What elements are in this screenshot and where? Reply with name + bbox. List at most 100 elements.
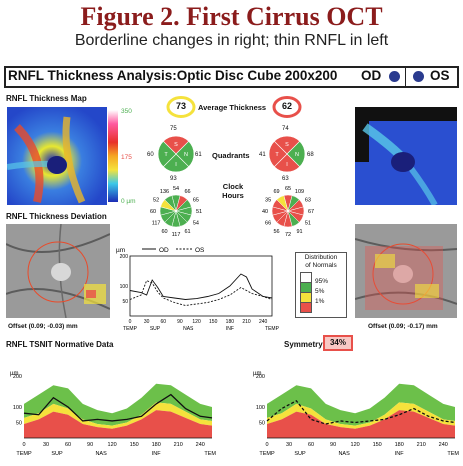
report-header-frame — [4, 66, 459, 88]
od-tsnit-x-tick: 180 — [152, 442, 161, 448]
od-tsnit-x-tick: 210 — [174, 442, 183, 448]
average-thickness-label: Average Thickness — [198, 103, 267, 112]
od-clock-value: 117 — [172, 232, 181, 238]
od-clock-value: 60 — [161, 229, 167, 235]
od-clock-value: 61 — [184, 229, 190, 235]
comparison-unit-label: µm — [116, 247, 125, 254]
os-band-borderline — [267, 402, 455, 429]
scale-top-label: 350 — [121, 108, 132, 115]
symmetry-value: 34% — [323, 335, 353, 351]
od-band-normal — [24, 383, 212, 426]
os-tsnit-x-tick: 180 — [395, 442, 404, 448]
os-average-value: 62 — [281, 101, 292, 111]
svg-text:S: S — [285, 142, 289, 148]
od-label: OD — [361, 68, 382, 83]
comparison-region-label: TEMP — [123, 326, 138, 332]
od-tsnit-region-label: TEMP — [204, 451, 216, 457]
legend-item-95: 95% — [315, 278, 329, 285]
comparison-od-legend: OD — [159, 247, 169, 254]
svg-text:N: N — [295, 152, 299, 158]
od-tsnit-y-tick: 200 — [13, 374, 22, 380]
legend-item-1: 1% — [315, 298, 325, 305]
os-offset: Offset (0.09; -0.17) mm — [368, 323, 438, 330]
clock-hours-label-1: Clock — [222, 182, 244, 191]
od-tsnit-x-tick: 0 — [22, 442, 25, 448]
comparison-region-label: NAS — [183, 326, 194, 332]
od-clock-value: 54 — [193, 221, 199, 227]
comparison-y-tick: 50 — [122, 299, 128, 305]
os-quad-n: 68 — [307, 152, 314, 158]
os-clock-value: 67 — [308, 209, 314, 215]
od-clock-value: 52 — [153, 198, 159, 204]
od-clock-value: 66 — [184, 189, 190, 195]
legend-item-5: 5% — [315, 288, 325, 295]
svg-text:T: T — [164, 152, 168, 158]
os-tsnit-x-tick: 210 — [417, 442, 426, 448]
os-clock-value: 63 — [305, 198, 311, 204]
comparison-region-label: TEMP — [265, 326, 280, 332]
od-eye-icon — [389, 71, 400, 82]
svg-text:S: S — [174, 142, 178, 148]
od-average-circle — [166, 96, 196, 118]
legend-title-1: Distribution — [304, 254, 338, 261]
od-quad-s: 75 — [170, 126, 177, 132]
os-tsnit-region-label: SUP — [294, 451, 306, 457]
svg-text:I: I — [286, 162, 288, 168]
os-band-normal — [267, 383, 455, 426]
comparison-x-tick: 60 — [161, 319, 167, 325]
os-quad-t: 41 — [259, 152, 266, 158]
distribution-legend — [295, 252, 347, 318]
od-tsnit-line — [23, 393, 213, 422]
os-tsnit-region-label: TEMP — [259, 451, 275, 457]
thickness-color-scale — [108, 110, 118, 202]
od-clock-value: 117 — [152, 221, 161, 227]
os-thickness-map — [355, 107, 457, 205]
tsnit-label: RNFL TSNIT Normative Data — [6, 340, 114, 349]
os-quadrants-chart: S N I T — [269, 135, 305, 173]
os-tsnit-x-tick: 30 — [286, 442, 292, 448]
os-clock-value: 91 — [296, 229, 302, 235]
legend-swatch-red — [300, 302, 312, 313]
os-clock-value: 35 — [265, 198, 271, 204]
thickness-map-label: RNFL Thickness Map — [6, 94, 87, 103]
os-clock-value: 72 — [285, 232, 291, 238]
od-clock-value: 54 — [173, 186, 179, 192]
comparison-region-label: INF — [226, 326, 234, 332]
svg-text:N: N — [184, 152, 188, 158]
comparison-x-tick: 180 — [226, 319, 235, 325]
comparison-plot-frame — [129, 255, 273, 317]
od-quad-t: 60 — [147, 152, 154, 158]
od-tsnit-x-tick: 60 — [65, 442, 71, 448]
symmetry-label: Symmetry — [284, 340, 323, 349]
od-tsnit-region-label: TEMP — [16, 451, 32, 457]
scale-bottom-label: 0 µm — [121, 198, 136, 205]
comparison-y-tick: 200 — [120, 254, 129, 260]
comparison-x-tick: 30 — [144, 319, 150, 325]
os-tsnit-unit: µm — [253, 371, 261, 377]
od-quad-i: 93 — [170, 176, 177, 182]
os-clock-value: 56 — [273, 229, 279, 235]
quadrants-label: Quadrants — [212, 151, 250, 160]
legend-title-2: of Normals — [305, 262, 337, 269]
os-tsnit-x-tick: 90 — [330, 442, 336, 448]
report-title: RNFL Thickness Analysis:Optic Disc Cube … — [8, 68, 338, 83]
comparison-x-tick: 150 — [209, 319, 218, 325]
od-thickness-map — [7, 107, 107, 205]
os-quad-s: 74 — [282, 126, 289, 132]
od-tsnit-region-label: INF — [152, 451, 162, 457]
od-quadrants-chart: S N I T — [158, 135, 194, 173]
figure-title: Figure 2. First Cirrus OCT — [80, 2, 383, 31]
os-tsnit-x-tick: 0 — [265, 442, 268, 448]
deviation-label: RNFL Thickness Deviation — [6, 212, 107, 221]
comparison-x-tick: 0 — [129, 319, 132, 325]
od-clock-value: 51 — [196, 209, 202, 215]
os-deviation-map — [355, 224, 457, 318]
os-tsnit-y-tick: 100 — [256, 405, 265, 411]
os-clock-value: 40 — [262, 209, 268, 215]
od-tsnit-region-label: NAS — [95, 451, 107, 457]
svg-text:I: I — [175, 162, 177, 168]
os-quad-i: 63 — [282, 176, 289, 182]
od-clock-value: 60 — [150, 209, 156, 215]
